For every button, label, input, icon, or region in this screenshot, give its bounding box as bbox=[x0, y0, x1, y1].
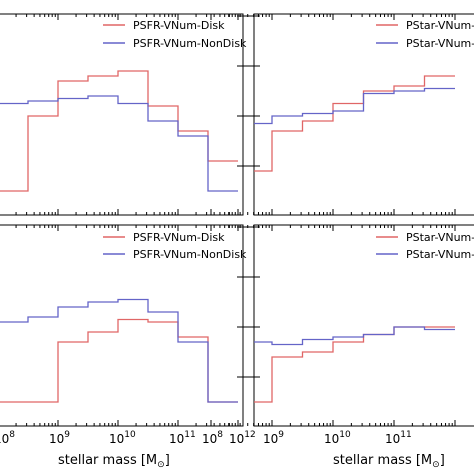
panel-bottom-left-xticklabels: 108 109 1010 1011 1012 bbox=[0, 430, 256, 446]
legend-entry-6: PStar-VNum-Disk bbox=[406, 231, 474, 244]
panel-top-left-frame bbox=[0, 13, 244, 216]
x-tick-label: 108 bbox=[0, 430, 15, 446]
x-tick-label: 109 bbox=[49, 430, 70, 446]
series-line-1-1 bbox=[254, 87, 455, 125]
panel-bottom-right-xticklabels: 108 109 1010 1011 bbox=[202, 430, 412, 446]
panel-bottom-left-legend: PSFR-VNum-Disk PSFR-VNum-NonDisk bbox=[103, 231, 247, 261]
x-tick-label: 1010 bbox=[109, 430, 136, 446]
x-tick-label: 1011 bbox=[169, 430, 196, 446]
panel-top-right: PStar-VNum-Disk PStar-VNum-NonDisk bbox=[210, 13, 474, 216]
legend-entry-5: PSFR-VNum-NonDisk bbox=[133, 248, 247, 261]
x-tick-label: 109 bbox=[263, 430, 284, 446]
panel-top-left: PSFR-VNum-Disk PSFR-VNum-NonDisk bbox=[0, 13, 249, 216]
panel-bottom-right-xlabel: stellar mass [M⊙] bbox=[333, 453, 445, 470]
x-tick-label: 108 bbox=[202, 430, 223, 446]
panel-top-left-legend: PSFR-VNum-Disk PSFR-VNum-NonDisk bbox=[103, 19, 247, 50]
panel-bottom-left: PSFR-VNum-Disk PSFR-VNum-NonDisk 1081091… bbox=[0, 224, 256, 470]
panel-top-right-ticks bbox=[210, 14, 456, 215]
series-line-2-1 bbox=[0, 298, 238, 403]
panel-top-right-series bbox=[254, 75, 455, 172]
panel-bottom-right: PStar-VNum-Disk PStar-VNum-NonDisk 10810… bbox=[202, 224, 474, 470]
series-line-3-1 bbox=[254, 326, 455, 346]
panel-top-right-legend: PStar-VNum-Disk PStar-VNum-NonDisk bbox=[376, 19, 474, 50]
panel-bottom-right-series bbox=[254, 326, 455, 403]
legend-entry-2: PStar-VNum-Disk bbox=[406, 19, 474, 32]
panel-bottom-right-frame bbox=[253, 224, 474, 427]
panel-bottom-right-legend: PStar-VNum-Disk PStar-VNum-NonDisk bbox=[376, 231, 474, 261]
panel-bottom-left-series bbox=[0, 298, 238, 403]
panel-bottom-left-xlabel: stellar mass [M⊙] bbox=[58, 453, 170, 470]
panel-top-left-series bbox=[0, 70, 238, 192]
panel-top-left-ticks bbox=[15, 14, 249, 215]
x-tick-label: 1011 bbox=[385, 430, 412, 446]
x-tick-label: 1012 bbox=[229, 430, 256, 446]
series-line-0-1 bbox=[0, 95, 238, 192]
panel-bottom-left-frame bbox=[0, 224, 244, 427]
panel-bottom-right-ticks bbox=[210, 225, 456, 426]
panel-top-right-frame bbox=[253, 13, 474, 216]
legend-entry-3: PStar-VNum-NonDisk bbox=[406, 37, 474, 50]
series-line-2-0 bbox=[0, 318, 238, 403]
legend-entry-4: PSFR-VNum-Disk bbox=[133, 231, 225, 244]
x-tick-label: 1010 bbox=[324, 430, 351, 446]
series-line-0-0 bbox=[0, 70, 238, 192]
legend-entry-7: PStar-VNum-NonDisk bbox=[406, 248, 474, 261]
series-line-1-0 bbox=[254, 75, 455, 172]
legend-entry-0: PSFR-VNum-Disk bbox=[133, 19, 225, 32]
legend-entry-1: PSFR-VNum-NonDisk bbox=[133, 37, 247, 50]
